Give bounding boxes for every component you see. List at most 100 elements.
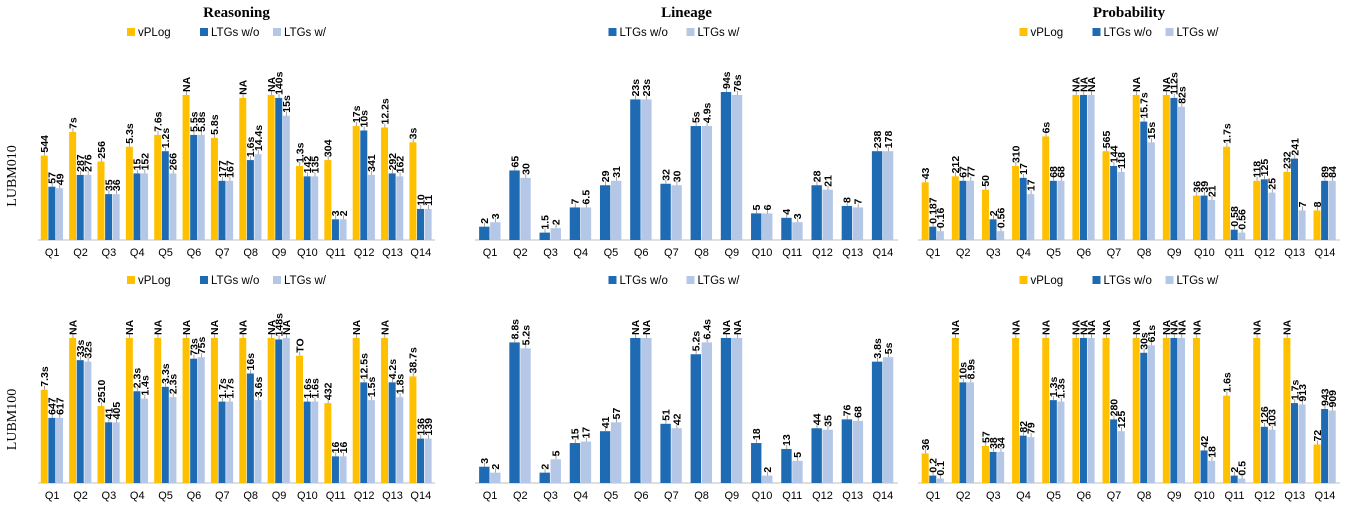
bar (197, 134, 205, 240)
data-label: NA (1078, 76, 1090, 92)
bar (1072, 94, 1080, 241)
legend-label: LTGs w/ (284, 27, 327, 39)
data-label: NA (1169, 319, 1181, 335)
bar (871, 151, 883, 240)
data-label: 3.3s (160, 363, 172, 384)
data-label: 1.3s (1048, 377, 1060, 398)
data-label: 44 (811, 413, 823, 425)
bar (1072, 337, 1080, 483)
bar (154, 337, 162, 483)
bar (1230, 229, 1238, 240)
bar (311, 401, 319, 483)
data-label: 8.9s (965, 359, 977, 380)
data-label: 17 (1018, 163, 1030, 175)
legend-label: vPLog (1031, 27, 1064, 39)
data-label: 3 (330, 210, 342, 216)
legend-label: vPLog (138, 275, 171, 287)
data-label: 135 (309, 156, 321, 174)
data-label: 49 (54, 173, 66, 185)
bar (781, 448, 792, 483)
data-label: 39 (1199, 181, 1211, 193)
bar (76, 360, 84, 483)
bar (1140, 121, 1148, 240)
data-label: 10s (359, 110, 371, 128)
data-label: 103 (1267, 409, 1279, 427)
data-label: 310 (1010, 145, 1022, 163)
data-label: 0.2 (928, 458, 940, 473)
data-label: 1.5s (366, 377, 378, 398)
x-tick-label: Q9 (272, 247, 287, 259)
x-tick-label: Q13 (842, 247, 863, 259)
bar (1117, 171, 1125, 240)
data-label: 177 (217, 160, 229, 178)
bar (630, 99, 641, 241)
data-label: 68 (1056, 166, 1068, 178)
data-label: 256 (96, 141, 108, 159)
bar (921, 453, 929, 483)
bar (792, 222, 803, 240)
bar (1313, 210, 1321, 240)
x-tick-label: Q2 (513, 490, 528, 502)
legend-label: LTGs w/o (620, 275, 668, 287)
data-label: 3 (792, 213, 804, 219)
data-label: 50 (980, 175, 992, 187)
bar (751, 213, 762, 240)
bar (417, 208, 425, 240)
bar (967, 180, 975, 240)
data-label: 17s (351, 105, 363, 123)
data-label: 162 (395, 156, 407, 174)
data-label: 57 (611, 407, 623, 419)
bar (295, 355, 303, 483)
x-tick-label: Q14 (1315, 490, 1336, 502)
bar (1321, 409, 1329, 483)
bar (959, 382, 967, 483)
x-tick-label: Q12 (354, 247, 375, 259)
data-label: NA (950, 319, 962, 335)
data-label: 32s (83, 341, 95, 359)
bar (520, 348, 531, 483)
bar (254, 400, 262, 483)
x-tick-label: Q10 (1194, 490, 1215, 502)
bar (1140, 352, 1148, 483)
data-label: 152 (139, 153, 151, 171)
x-tick-label: Q2 (73, 490, 88, 502)
panel-title: Lineage (661, 5, 712, 21)
bar (331, 219, 339, 240)
data-label: 0.5 (1237, 461, 1249, 476)
bar (69, 337, 77, 483)
data-label: 1.3s (294, 142, 306, 163)
bar (1147, 142, 1155, 240)
x-tick-label: Q11 (782, 490, 802, 502)
data-label: 34 (995, 437, 1007, 449)
bar (580, 207, 592, 240)
bar (190, 134, 198, 240)
data-label: 3 (479, 458, 491, 464)
data-label: 5 (551, 450, 563, 456)
legend-swatch (200, 28, 208, 36)
x-tick-label: Q11 (1225, 490, 1245, 502)
bar (169, 397, 177, 483)
bar (97, 161, 105, 240)
data-label: 8 (1312, 201, 1324, 207)
x-tick-label: Q14 (410, 247, 431, 259)
data-label: 4.2s (387, 359, 399, 380)
data-label: 647 (47, 397, 59, 415)
data-label: 909 (1327, 390, 1339, 408)
bar (731, 337, 743, 483)
bar (1087, 94, 1095, 241)
bar (275, 339, 283, 483)
x-tick-label: Q2 (956, 490, 971, 502)
data-label: 1.7s (224, 378, 236, 399)
data-label: 2510 (96, 380, 108, 404)
bar (599, 431, 611, 483)
data-label: 232 (1282, 151, 1294, 169)
x-tick-label: Q8 (243, 247, 258, 259)
bar (1268, 429, 1276, 483)
bar (125, 146, 133, 240)
bar (671, 428, 682, 483)
bar (660, 423, 671, 483)
data-label: 42 (1199, 436, 1211, 448)
data-label: 84 (1327, 166, 1339, 178)
data-label: NA (181, 319, 193, 335)
x-tick-label: Q7 (215, 490, 230, 502)
